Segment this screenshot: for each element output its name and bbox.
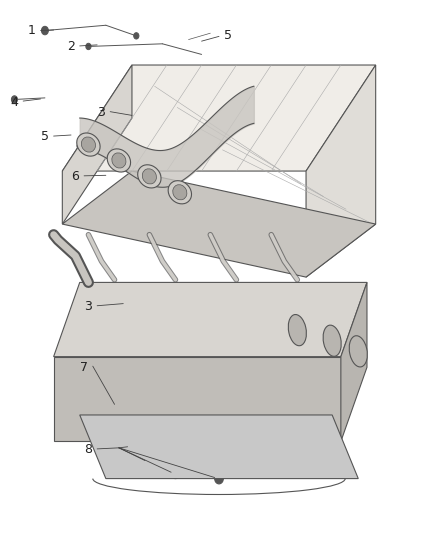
Circle shape [80, 135, 85, 140]
Text: 1: 1 [28, 24, 36, 37]
Ellipse shape [138, 165, 161, 188]
Circle shape [141, 167, 145, 172]
Polygon shape [80, 415, 358, 479]
Circle shape [134, 33, 139, 39]
Text: 2: 2 [67, 40, 75, 53]
Circle shape [126, 156, 131, 161]
Circle shape [119, 441, 127, 452]
Ellipse shape [142, 169, 156, 184]
Text: 5: 5 [41, 130, 49, 143]
Polygon shape [62, 171, 376, 277]
Circle shape [136, 457, 145, 468]
Circle shape [184, 197, 188, 202]
Text: 5: 5 [224, 29, 232, 42]
Ellipse shape [173, 184, 187, 200]
Ellipse shape [279, 119, 290, 127]
Circle shape [86, 43, 91, 50]
Circle shape [172, 183, 176, 188]
Circle shape [153, 181, 158, 186]
Circle shape [107, 159, 112, 165]
Circle shape [138, 175, 142, 181]
Ellipse shape [323, 325, 341, 357]
Ellipse shape [77, 133, 100, 156]
Ellipse shape [235, 109, 246, 117]
Polygon shape [53, 282, 367, 357]
Text: 6: 6 [71, 170, 79, 183]
Text: 3: 3 [85, 300, 92, 313]
Circle shape [171, 468, 180, 479]
Polygon shape [53, 357, 341, 441]
Circle shape [157, 172, 161, 177]
Ellipse shape [148, 82, 159, 90]
Circle shape [123, 165, 127, 170]
Polygon shape [306, 65, 376, 277]
Text: 3: 3 [98, 106, 106, 119]
Circle shape [11, 96, 18, 103]
Text: 8: 8 [85, 443, 92, 456]
Circle shape [77, 143, 81, 149]
Ellipse shape [112, 153, 126, 168]
Polygon shape [62, 65, 376, 171]
Ellipse shape [322, 135, 333, 143]
Ellipse shape [81, 137, 95, 152]
Circle shape [215, 473, 223, 484]
Ellipse shape [107, 149, 131, 172]
Ellipse shape [288, 314, 307, 346]
Circle shape [110, 151, 115, 156]
Text: 7: 7 [80, 361, 88, 374]
Circle shape [95, 140, 100, 146]
Ellipse shape [168, 181, 191, 204]
Circle shape [187, 188, 191, 193]
Polygon shape [341, 282, 367, 441]
Ellipse shape [349, 336, 367, 367]
Circle shape [42, 26, 48, 35]
Polygon shape [62, 65, 132, 224]
Ellipse shape [192, 93, 203, 101]
Circle shape [168, 191, 173, 197]
Text: 4: 4 [11, 95, 18, 109]
Circle shape [92, 149, 97, 154]
